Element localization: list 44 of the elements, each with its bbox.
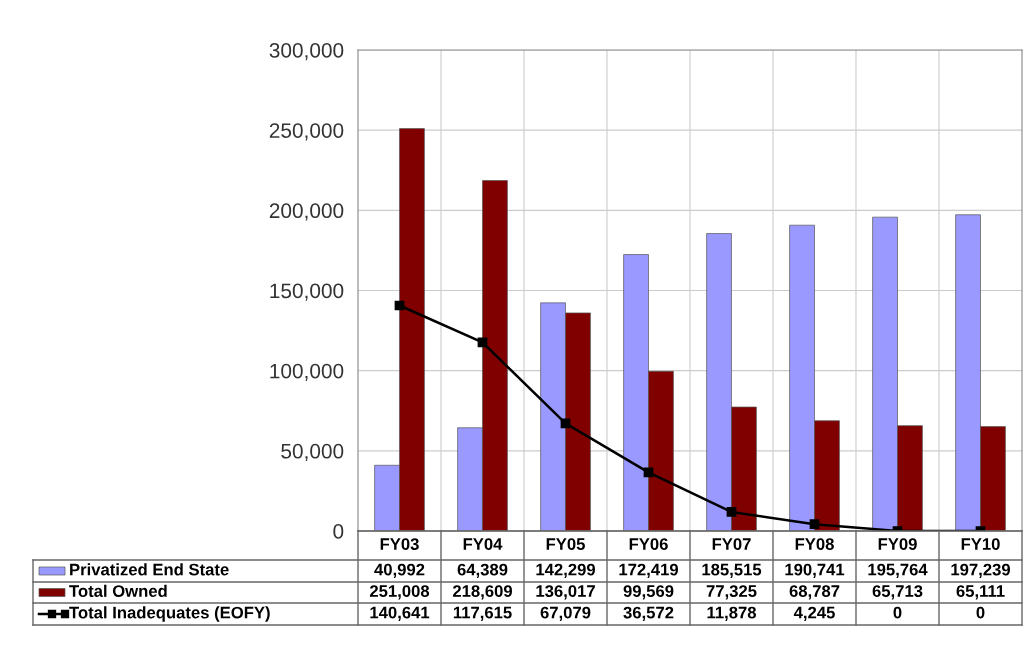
point <box>726 507 737 517</box>
data-label: 117,615 <box>453 606 512 621</box>
data-label: 185,515 <box>702 563 762 578</box>
data-label: 68,787 <box>789 585 840 600</box>
x-tick-label: FY08 <box>795 538 834 550</box>
data-label: 67,079 <box>540 606 591 621</box>
data-label: 142,299 <box>536 563 596 578</box>
data-label: 77,325 <box>706 585 757 600</box>
data-label: 36,572 <box>623 606 674 621</box>
y-tick-label: 50,000 <box>281 443 344 462</box>
data-label: 0 <box>893 606 902 619</box>
data-label: 190,741 <box>785 563 845 578</box>
y-tick-label: 300,000 <box>269 43 344 61</box>
legend-label: Privatized End State <box>70 563 229 576</box>
y-tick-label: 150,000 <box>270 283 344 301</box>
data-label: 4,245 <box>793 606 835 621</box>
legend-label: Total Inadequates (EOFY) <box>69 606 270 622</box>
y-tick-label: 200,000 <box>269 203 344 221</box>
y-tick-label: 0 <box>333 524 344 539</box>
y-tick-label: 250,000 <box>269 123 344 141</box>
data-label: 99,569 <box>623 585 674 600</box>
data-label: 65,713 <box>872 585 923 600</box>
x-tick-label: FY06 <box>629 538 668 550</box>
y-tick-label: 100,000 <box>270 363 344 381</box>
x-tick-label: FY03 <box>380 538 419 550</box>
x-tick-label: FY10 <box>961 538 1000 550</box>
data-label: 40,992 <box>374 563 425 578</box>
point <box>809 519 820 530</box>
data-label: 64,389 <box>457 563 508 578</box>
x-tick-label: FY05 <box>546 538 585 550</box>
data-label: 172,419 <box>619 563 679 578</box>
data-label: 195,764 <box>868 563 928 578</box>
data-label: 11,878 <box>707 606 757 621</box>
data-label: 218,609 <box>452 585 513 600</box>
data-label: 197,239 <box>951 563 1011 578</box>
x-tick-label: FY09 <box>878 538 917 550</box>
x-tick-label: FY04 <box>463 538 503 550</box>
data-label: 0 <box>976 606 985 619</box>
data-label: 140,641 <box>370 606 430 621</box>
data-label: 136,017 <box>536 585 595 600</box>
x-tick-label: FY07 <box>712 538 751 550</box>
data-label: 65,111 <box>956 585 1005 600</box>
legend-label: Total Owned <box>69 584 167 597</box>
data-label: 251,008 <box>369 585 430 600</box>
